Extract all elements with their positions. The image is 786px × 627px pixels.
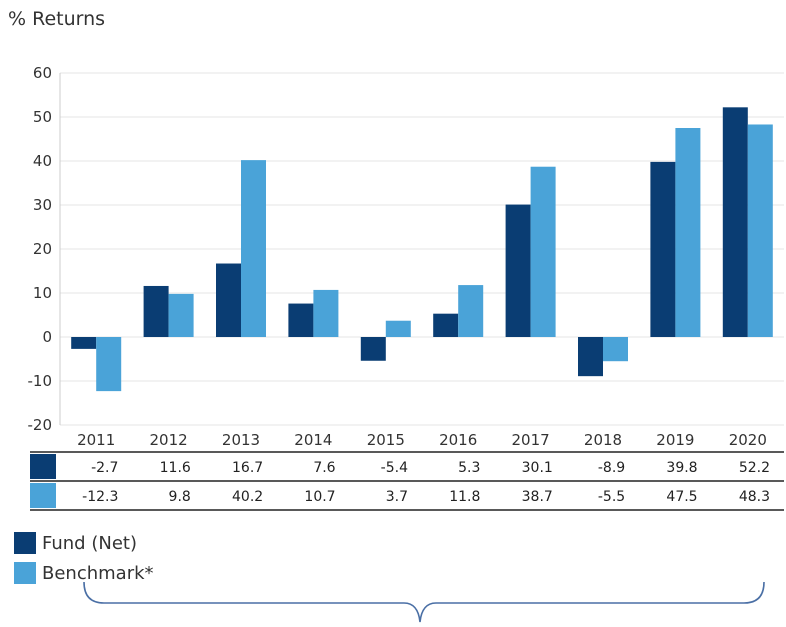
bar-fund [722, 107, 748, 337]
table-cell: 52.2 [739, 460, 770, 476]
table-cell: -5.5 [598, 489, 625, 505]
x-tick-label: 2020 [729, 431, 767, 449]
bar-fund [360, 337, 386, 361]
table-cell: 47.5 [666, 489, 697, 505]
y-tick-label: -10 [28, 372, 53, 390]
table-cell: 40.2 [232, 489, 263, 505]
table-cell: -12.3 [82, 489, 118, 505]
bar-fund [650, 161, 676, 337]
table-cell: 16.7 [232, 460, 263, 476]
table-cell: 38.7 [522, 489, 553, 505]
x-tick-label: 2017 [512, 431, 550, 449]
table-cell: -8.9 [598, 460, 625, 476]
table-swatch-fund [30, 454, 56, 479]
table-cell: 5.3 [458, 460, 480, 476]
y-tick-label: 20 [33, 240, 52, 258]
bar-fund [71, 337, 97, 349]
x-tick-label: 2012 [150, 431, 188, 449]
bar-benchmark [313, 289, 339, 337]
bar-benchmark [530, 166, 556, 337]
bar-benchmark [241, 160, 266, 337]
bar-benchmark [675, 128, 701, 337]
table-cell: 11.6 [160, 460, 191, 476]
y-tick-label: 40 [33, 152, 52, 170]
bar-benchmark [747, 124, 773, 337]
table-cell: 10.7 [304, 489, 335, 505]
table-cell: 30.1 [522, 460, 553, 476]
bar-benchmark [458, 285, 484, 337]
y-tick-label: -20 [28, 416, 53, 434]
table-swatch-benchmark [30, 483, 56, 508]
y-tick-label: 60 [33, 64, 52, 82]
table-cell: 11.8 [449, 489, 480, 505]
bracket-decoration [83, 581, 765, 623]
table-cell: 7.6 [313, 460, 335, 476]
legend-swatch-benchmark [14, 562, 36, 584]
bar-benchmark [96, 337, 122, 392]
table-cell: 9.8 [169, 489, 191, 505]
y-tick-label: 30 [33, 196, 52, 214]
y-axis-label: % Returns [8, 8, 106, 30]
legend-label-benchmark: Benchmark* [42, 562, 154, 584]
bar-fund [578, 337, 603, 377]
bar-benchmark [168, 293, 194, 337]
x-tick-label: 2011 [77, 431, 115, 449]
legend-item-benchmark: Benchmark* [14, 562, 154, 584]
table-cell: 3.7 [386, 489, 408, 505]
x-tick-label: 2014 [294, 431, 332, 449]
bar-fund [143, 285, 169, 337]
y-tick-label: 0 [42, 328, 52, 346]
table-cell: -5.4 [381, 460, 408, 476]
y-tick-label: 10 [33, 284, 52, 302]
y-tick-label: 50 [33, 108, 52, 126]
x-tick-label: 2018 [584, 431, 622, 449]
bar-benchmark [385, 320, 411, 337]
legend-swatch-fund [14, 532, 36, 554]
table-cell: 48.3 [739, 489, 770, 505]
bar-fund [505, 204, 531, 337]
bar-fund [216, 263, 241, 337]
table-cell: 39.8 [666, 460, 697, 476]
legend-item-fund: Fund (Net) [14, 532, 137, 554]
x-tick-label: 2016 [439, 431, 477, 449]
bar-benchmark [603, 337, 628, 362]
x-tick-label: 2015 [367, 431, 405, 449]
bar-fund [433, 313, 459, 337]
x-tick-label: 2013 [222, 431, 260, 449]
legend-label-fund: Fund (Net) [42, 532, 137, 554]
table-cell: -2.7 [91, 460, 118, 476]
bar-fund [288, 303, 314, 337]
x-tick-label: 2019 [656, 431, 694, 449]
